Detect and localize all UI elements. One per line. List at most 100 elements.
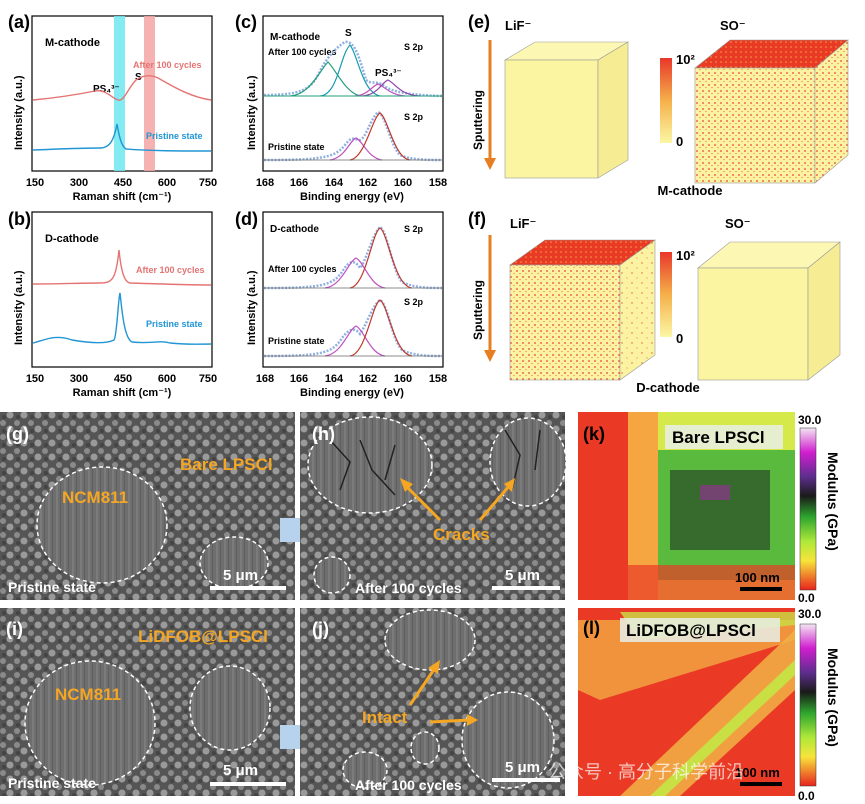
panel-g-sample: Bare LPSCl (180, 455, 273, 474)
panel-a: (a) M-cathode After 100 cycles PS₄³⁻ S P… (8, 12, 217, 203)
panel-h: (h) Cracks After 100 cycles 5 μm (300, 412, 567, 600)
sem-i-particle-main (24, 660, 156, 786)
panel-a-xtick: 300 (70, 177, 88, 189)
sem-i-particle-right (189, 665, 271, 751)
panel-a-xtick: 600 (158, 177, 176, 189)
panel-k-sample: Bare LPSCl (672, 428, 765, 447)
cbar-l-label: Modulus (GPa) (825, 648, 841, 747)
sem-g-particle-main (36, 466, 168, 584)
panel-c-xtick: 168 (256, 177, 274, 189)
afm-l-label-bg (620, 618, 780, 642)
panel-c-frame (262, 15, 444, 172)
xps-d-top-red (349, 227, 413, 289)
intact-arrowhead-right (467, 714, 478, 726)
intact-arrow-up (408, 667, 437, 706)
sem-h-scalebar (492, 586, 560, 590)
panel-b-xlabel: Raman shift (cm⁻¹) (73, 387, 172, 399)
panel-h-letter: (h) (312, 424, 335, 444)
panel-d-xtick: 168 (256, 373, 274, 385)
panel-f-letter: (f) (468, 209, 486, 229)
afm-k-red-bottom (578, 565, 795, 600)
cbar-l-max: 30.0 (798, 607, 822, 621)
xps-c-bottom-magenta (329, 137, 383, 161)
cbar-l (799, 623, 817, 787)
panel-j: (j) Intact After 100 cycles 5 μm (300, 608, 565, 796)
panel-a-title: M-cathode (45, 37, 100, 49)
panel-j-annotation: Intact (362, 708, 408, 727)
panel-i-particle: NCM811 (55, 685, 121, 704)
panel-l-letter: (l) (583, 618, 600, 638)
panel-j-scalebar-label: 5 μm (505, 759, 540, 776)
cbar-k-min: 0.0 (798, 591, 815, 605)
sem-i-scalebar (210, 782, 286, 786)
panel-i-letter: (i) (6, 619, 23, 639)
cracks-arrow-right (478, 484, 512, 521)
panel-g: (g) Bare LPSCl NCM811 Pristine state 5 μ… (0, 412, 295, 600)
panel-c: (c) M-cathode After 100 cycles S PS₄³⁻ S… (235, 12, 447, 203)
cbar-f (660, 252, 672, 337)
panel-i: (i) LiDFOB@LPSCl NCM811 Pristine state 5… (0, 608, 295, 796)
panel-l-sample: LiDFOB@LPSCl (626, 621, 756, 640)
panel-a-xtick: 150 (26, 177, 44, 189)
cbar-f-min: 0 (676, 331, 683, 346)
cube-e-lif-side (597, 41, 629, 179)
cube-f-lif-side (619, 239, 656, 381)
panel-c-s2p-bottom: S 2p (404, 112, 424, 122)
panel-c-s-label: S (345, 28, 352, 39)
sem-j-particle-small2 (342, 751, 388, 789)
panel-b-xticks: 150 300 450 600 750 (26, 373, 217, 385)
afm-k-label-bg (665, 425, 783, 449)
cbar-e-min: 0 (676, 134, 683, 149)
xps-d-bottom-magenta (324, 325, 386, 357)
panel-c-ylabel: Intensity (a.u.) (246, 75, 258, 150)
panel-b-xtick: 750 (199, 373, 217, 385)
panel-a-letter: (a) (8, 12, 30, 32)
panel-a-ylabel: Intensity (a.u.) (13, 75, 25, 150)
panel-c-xtick: 162 (359, 177, 377, 189)
panel-a-xtick: 450 (114, 177, 132, 189)
intact-arrowhead-up (428, 660, 440, 674)
panel-h-state: After 100 cycles (355, 580, 462, 596)
panel-d: (d) D-cathode S 2p After 100 cycles S 2p… (235, 209, 447, 399)
panel-b-letter: (b) (8, 209, 31, 229)
panel-d-xtick: 164 (325, 373, 344, 385)
watermark: 公众号 · 高分子科学前沿 (548, 762, 744, 782)
panel-a-xticks: 150 300 450 600 750 (26, 177, 217, 189)
cbar-f-max: 10² (676, 248, 695, 263)
panel-c-xtick: 160 (394, 177, 412, 189)
panel-c-pristine-label: Pristine state (268, 142, 325, 152)
panel-f: (f) LiF⁻ SO⁻ Sputtering 10² 0 D-cathode (468, 209, 841, 395)
panel-h-annotation: Cracks (433, 525, 490, 544)
xps-c-top-magenta (354, 83, 406, 97)
cbar-e-max: 10² (676, 52, 695, 67)
panel-e-caption: M-cathode (658, 183, 723, 198)
cbar-k (799, 427, 817, 591)
panel-d-xtick: 160 (394, 373, 412, 385)
panel-f-cube2-label: SO⁻ (725, 216, 751, 231)
panel-k: (k) Bare LPSCl 100 nm 30.0 0.0 Modulus (… (578, 412, 841, 605)
panel-c-title: M-cathode (270, 32, 320, 43)
s-band (144, 16, 155, 171)
panel-c-letter: (c) (235, 12, 257, 32)
panel-e-letter: (e) (468, 12, 490, 32)
xps-c-top-purple (361, 79, 421, 97)
afm-l-diag-band (620, 630, 795, 796)
panel-b-xtick: 150 (26, 373, 44, 385)
panel-b-xtick: 450 (114, 373, 132, 385)
cube-e-lif-front (504, 59, 599, 179)
panel-e: (e) LiF⁻ SO⁻ Sputtering 10² 0 M-cathode (468, 12, 849, 198)
panel-e-sputter-label: Sputtering (471, 90, 485, 150)
panel-b-after-label: After 100 cycles (136, 265, 205, 275)
xps-c-top-teal (319, 44, 381, 97)
panel-c-xtick: 158 (429, 177, 447, 189)
sputter-arrowhead-e (484, 158, 496, 170)
panel-g-letter: (g) (6, 424, 29, 444)
panel-a-pristine-label: Pristine state (146, 131, 203, 141)
panel-d-ylabel: Intensity (a.u.) (246, 270, 258, 345)
panel-b-ylabel: Intensity (a.u.) (13, 270, 25, 345)
cbar-k-label: Modulus (GPa) (825, 452, 841, 551)
panel-d-after-label: After 100 cycles (268, 264, 337, 274)
panel-g-scalebar-label: 5 μm (223, 567, 258, 584)
panel-d-xticks: 168 166 164 162 160 158 (256, 373, 447, 385)
